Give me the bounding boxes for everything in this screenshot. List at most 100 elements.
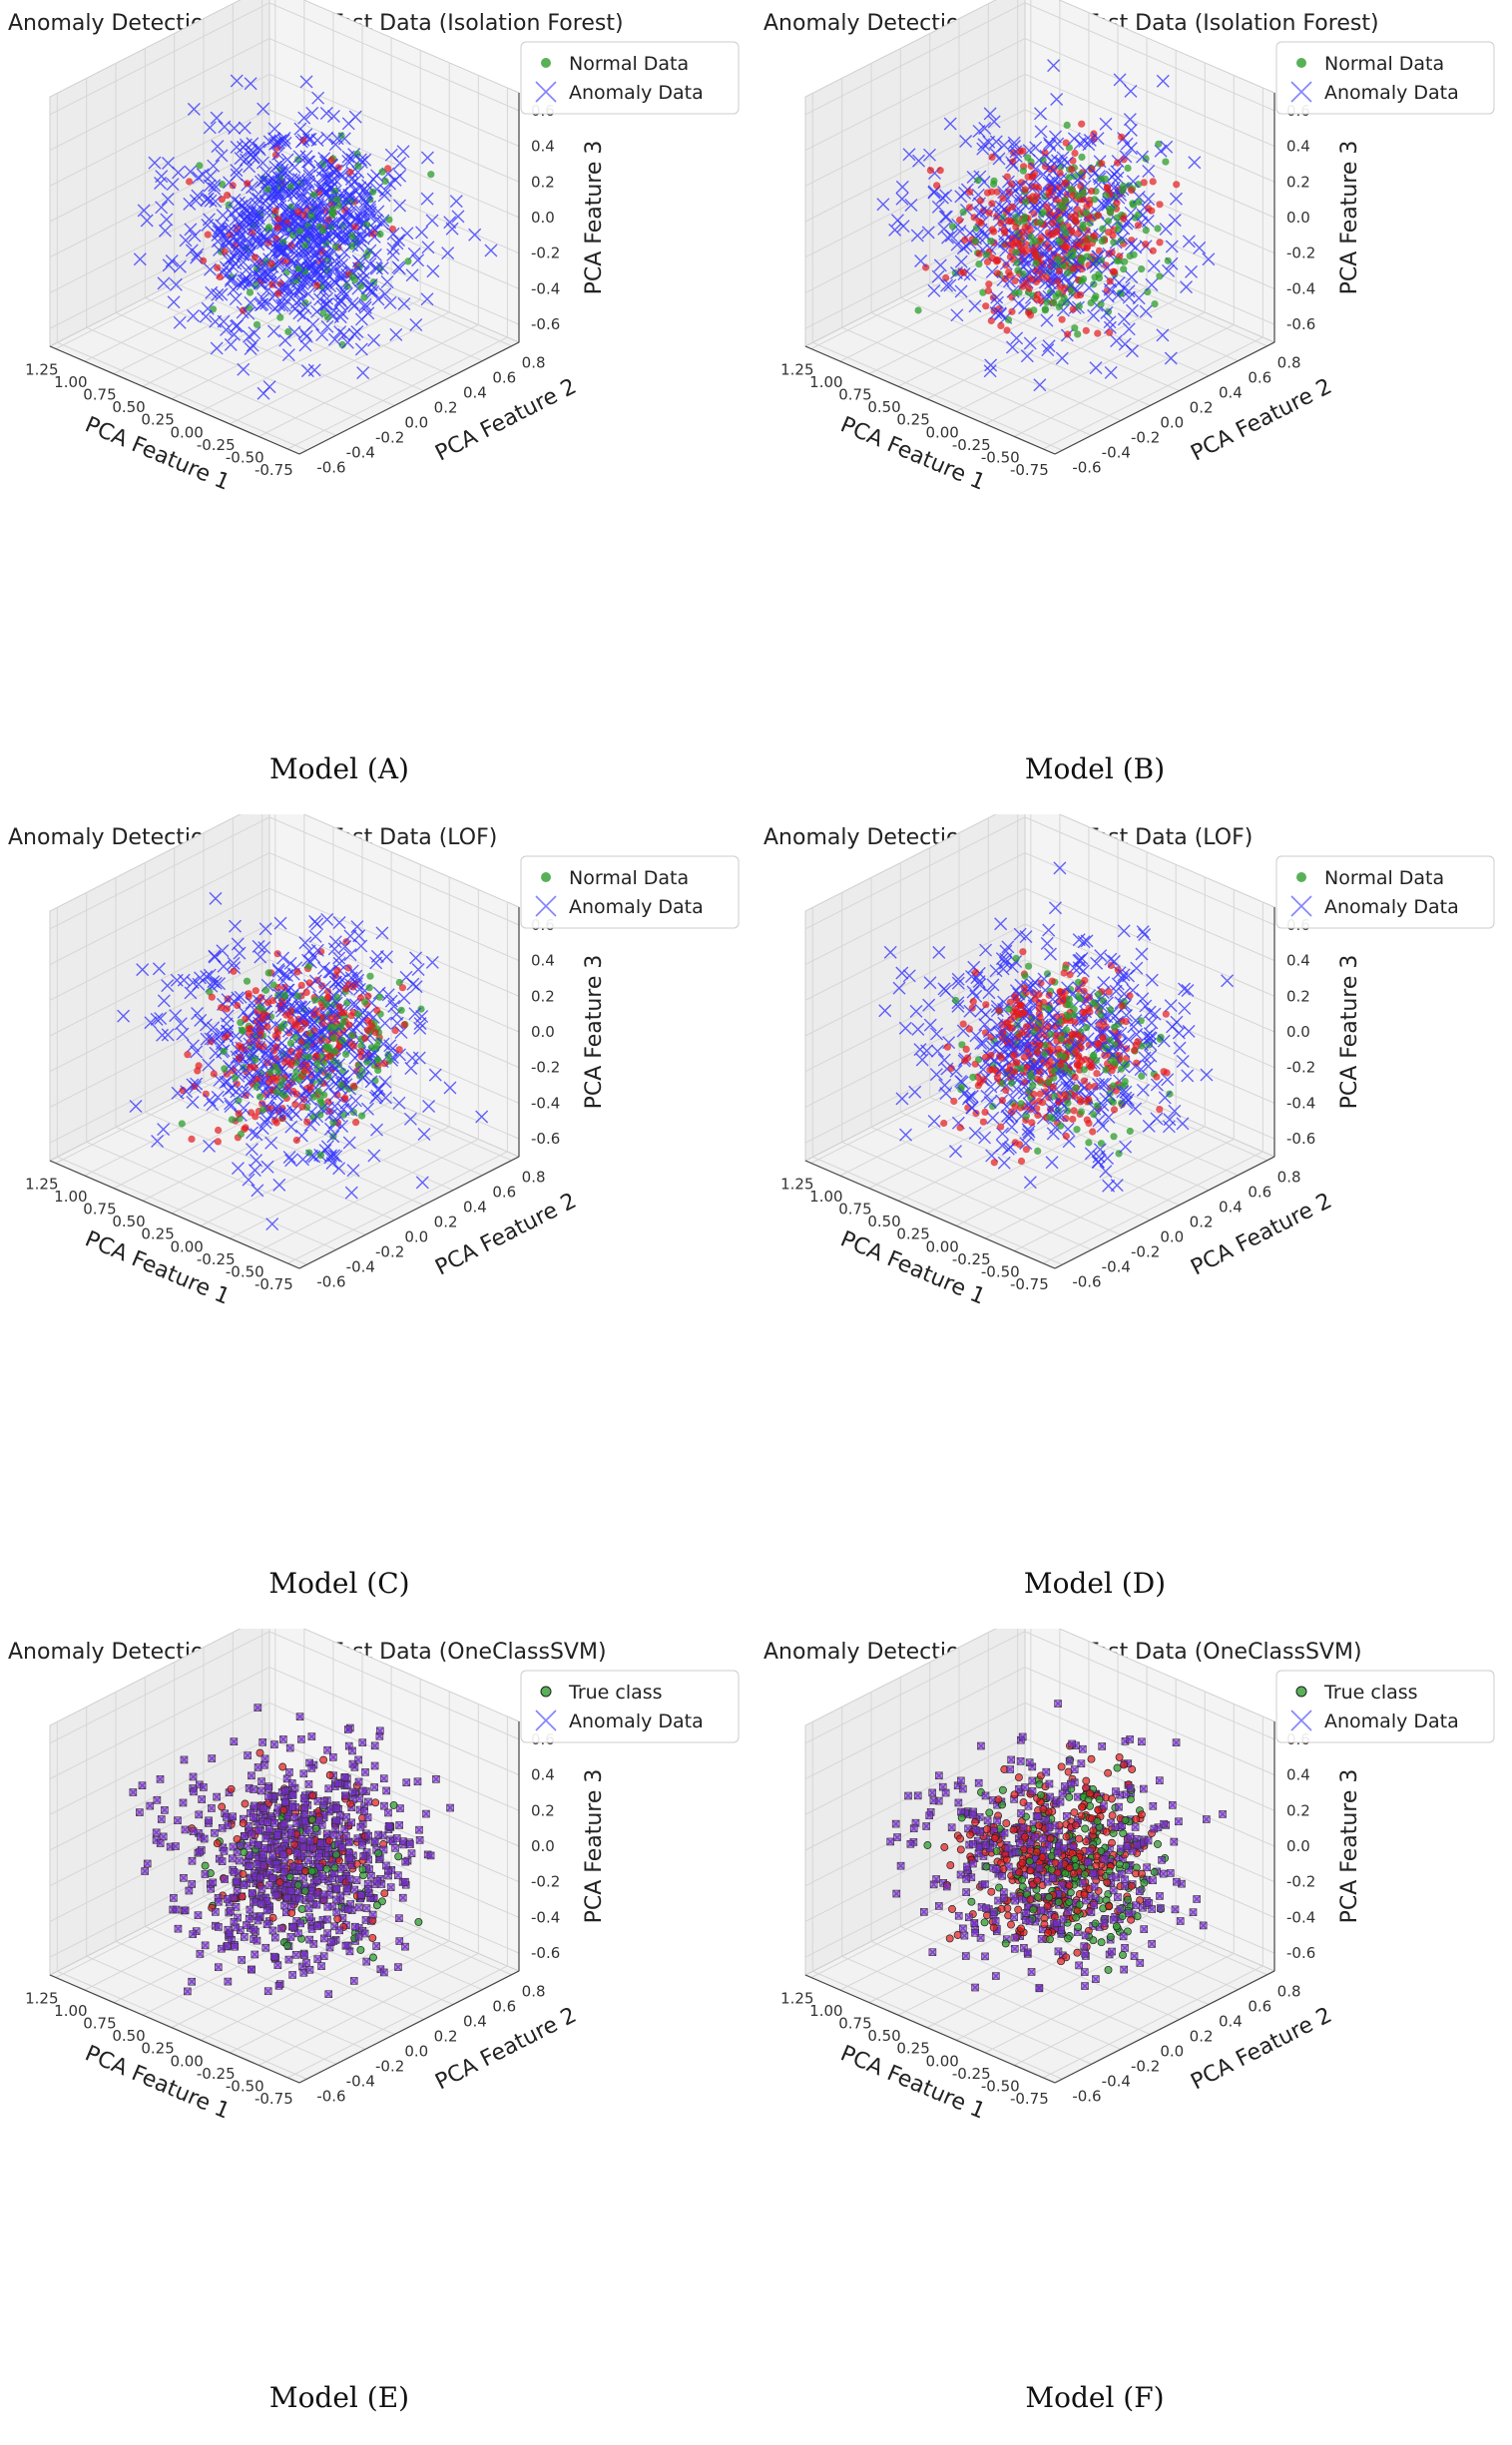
anomaly-point [294, 282, 308, 296]
anomaly-point [308, 929, 322, 943]
normal-point [1156, 201, 1164, 209]
anomaly-point [1040, 313, 1054, 327]
y-axis-line [1054, 1156, 1275, 1269]
anomaly-point [275, 163, 289, 177]
normal-point [990, 1159, 998, 1167]
normal-point [1050, 298, 1058, 306]
anomaly-point [318, 247, 332, 261]
normal-point [326, 1052, 334, 1060]
x-tick-label: 1.00 [54, 373, 87, 391]
anomaly-point [415, 1836, 424, 1844]
normal-point [1006, 271, 1014, 279]
anomaly-point [359, 185, 373, 199]
anomaly-point [999, 256, 1013, 270]
normal-point [278, 1090, 286, 1098]
x-tick-label: 1.25 [25, 361, 58, 379]
anomaly-point [277, 998, 291, 1012]
axes [804, 907, 1275, 1269]
normal-point [278, 998, 286, 1006]
anomaly-point [1164, 999, 1178, 1013]
anomaly-point [322, 965, 336, 979]
anomaly-point [920, 1044, 934, 1058]
normal-point [1001, 229, 1009, 237]
normal-point [286, 1039, 294, 1047]
anomaly-point [1005, 340, 1019, 354]
gridline-z [804, 109, 1026, 223]
anomaly-point [954, 284, 968, 298]
anomaly-point [156, 1839, 165, 1847]
anomaly-point [272, 964, 285, 978]
anomaly-point [310, 245, 324, 259]
normal-point [1153, 1073, 1161, 1081]
anomaly-point [1129, 1102, 1143, 1116]
normal-point [237, 1130, 245, 1139]
anomaly-point [1176, 1117, 1190, 1131]
normal-point [1041, 1041, 1049, 1049]
anomaly-point [374, 1830, 383, 1839]
normal-point [1062, 1026, 1071, 1034]
anomaly-point [990, 295, 1004, 309]
anomaly-point [377, 189, 391, 203]
normal-point [1012, 248, 1020, 256]
normal-point [1135, 198, 1143, 206]
anomaly-point [218, 1857, 227, 1865]
normal-point [975, 260, 983, 268]
anomaly-point [272, 298, 286, 312]
normal-point [1149, 246, 1157, 254]
anomaly-point [348, 110, 362, 124]
normal-point [337, 1023, 345, 1031]
normal-point [404, 257, 412, 265]
anomaly-point [1006, 159, 1020, 173]
gridline-y [900, 297, 1151, 406]
anomaly-point [348, 1787, 357, 1796]
anomaly-point [256, 102, 270, 116]
anomaly-point [279, 1735, 287, 1743]
anomaly-point [974, 1037, 988, 1051]
normal-point [378, 168, 386, 176]
anomaly-point [297, 1735, 305, 1743]
anomaly-point [200, 1783, 208, 1791]
anomaly-point [910, 229, 924, 243]
anomaly-point [995, 952, 1009, 966]
anomaly-point [912, 154, 925, 168]
anomaly-point [169, 1009, 183, 1023]
x-tick-label: -0.75 [1010, 461, 1049, 479]
chart-svg: Anomaly Detection in Latent Test Data (O… [8, 1629, 740, 2414]
normal-point [364, 992, 372, 1000]
normal-point [1093, 1070, 1101, 1078]
gridline-z [804, 816, 1026, 930]
anomaly-point [298, 301, 312, 315]
anomaly-point [1113, 1038, 1127, 1051]
anomaly-point [229, 1842, 238, 1851]
anomaly-point [319, 1010, 333, 1024]
anomaly-point [159, 1832, 168, 1841]
legend-box [520, 41, 740, 115]
gridline-z [268, 73, 520, 183]
anomaly-point [200, 970, 214, 984]
normal-point [1089, 1128, 1097, 1136]
anomaly-point [199, 1018, 213, 1032]
gridline-z [268, 38, 520, 148]
anomaly-point [1178, 1001, 1192, 1015]
x-tick-label: -0.25 [197, 2065, 236, 2083]
anomaly-point [190, 1077, 204, 1091]
legend-normal-marker [1296, 58, 1306, 68]
normal-point [1121, 1078, 1129, 1086]
gridline-y [115, 1940, 366, 2050]
normal-point [1011, 289, 1019, 297]
anomaly-point [994, 917, 1008, 931]
normal-point [1056, 216, 1064, 224]
normal-point [1079, 1009, 1087, 1017]
x-tick-label: -0.25 [952, 436, 991, 454]
normal-point [988, 200, 996, 208]
normal-point [1112, 1059, 1120, 1067]
anomaly-point [279, 188, 293, 202]
anomaly-point [179, 234, 193, 247]
normal-point [1126, 1127, 1134, 1136]
anomaly-point [390, 237, 404, 250]
normal-point [1105, 988, 1113, 996]
anomaly-point [225, 1062, 239, 1076]
anomaly-point [1005, 1120, 1019, 1134]
anomaly-point [297, 1059, 311, 1073]
